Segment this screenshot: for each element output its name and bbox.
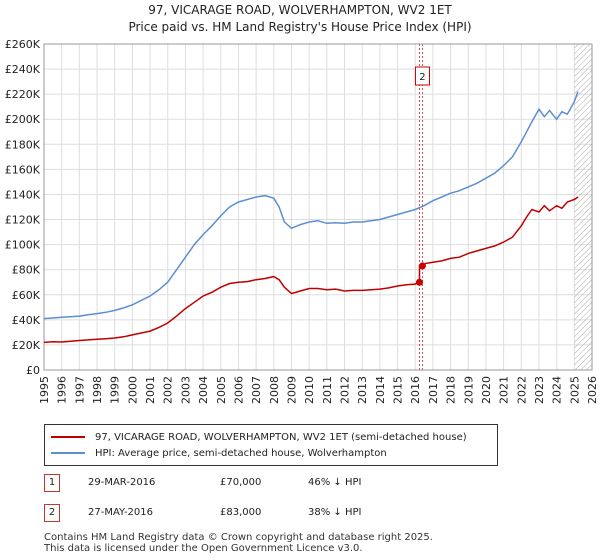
- sale-hpi-diff: 46% ↓ HPI: [308, 477, 362, 488]
- price-chart: 2 £0 £20K £40K £60K £80K £100K £120K £140K £160K £…: [5, 38, 599, 404]
- legend-item-property: 97, VICARAGE ROAD, WOLVERHAMPTON, WV2 1E…: [51, 430, 467, 444]
- x-tick-label: 2006: [232, 376, 245, 404]
- y-tick-label: £200K: [5, 113, 41, 126]
- x-tick-label: 2018: [445, 376, 458, 404]
- x-tick-label: 2001: [144, 376, 157, 404]
- x-tick-label: 1997: [73, 376, 86, 404]
- plot-frame: [43, 43, 593, 371]
- property-price-line: [43, 196, 579, 344]
- y-tick-label: £240K: [5, 63, 41, 76]
- x-tick-label: 2015: [392, 376, 405, 404]
- x-tick-label: 2017: [427, 376, 440, 404]
- legend-property-label: 97, VICARAGE ROAD, WOLVERHAMPTON, WV2 1E…: [95, 431, 467, 443]
- chart-subtitle: Price paid vs. HM Land Registry's House …: [128, 20, 472, 34]
- sale-date: 27-MAY-2016: [88, 507, 154, 518]
- y-tick-label: £80K: [12, 264, 41, 277]
- sale-label-box: [414, 66, 430, 86]
- x-tick-label: 2003: [179, 376, 192, 404]
- x-tick-label: 2019: [462, 376, 475, 404]
- x-tick-label: 2012: [339, 376, 352, 404]
- x-tick-label: 2026: [586, 376, 599, 404]
- footer-copyright: Contains HM Land Registry data © Crown c…: [44, 532, 433, 543]
- x-tick-label: 1996: [56, 376, 69, 404]
- y-tick-label: £20K: [12, 339, 41, 352]
- x-tick-label: 2005: [215, 376, 228, 404]
- x-tick-label: 2004: [197, 376, 210, 404]
- y-tick-label: £260K: [5, 38, 41, 51]
- x-tick-label: 2008: [268, 376, 281, 404]
- x-tick-label: 1999: [109, 376, 122, 404]
- x-tick-label: 2009: [285, 376, 298, 404]
- y-tick-label: £40K: [12, 314, 41, 327]
- sale-price: £70,000: [220, 477, 262, 488]
- x-tick-label: 2021: [498, 376, 511, 404]
- x-tick-label: 2007: [250, 376, 263, 404]
- x-tick-label: 2024: [551, 376, 564, 404]
- x-tick-label: 2002: [162, 376, 175, 404]
- legend-hpi-swatch: [51, 452, 85, 454]
- y-tick-label: £220K: [5, 88, 41, 101]
- hpi-line: [43, 91, 579, 320]
- sale-point: [415, 278, 423, 286]
- y-tick-label: £100K: [5, 239, 41, 252]
- y-tick-label: £180K: [5, 138, 41, 151]
- y-tick-label: £0: [26, 364, 40, 377]
- sale-point: [418, 262, 426, 270]
- legend-item-hpi: HPI: Average price, semi-detached house,…: [51, 446, 387, 460]
- y-tick-label: £140K: [5, 188, 41, 201]
- sale-number-badge: 2: [44, 504, 60, 522]
- sale-price: £83,000: [220, 507, 262, 518]
- y-tick-label: £60K: [12, 289, 41, 302]
- x-tick-label: 2025: [568, 376, 581, 404]
- y-tick-label: £160K: [5, 163, 41, 176]
- x-tick-label: 1995: [38, 376, 51, 404]
- x-tick-label: 2011: [321, 376, 334, 404]
- footer-licence: This data is licensed under the Open Gov…: [44, 543, 363, 554]
- x-tick-label: 2022: [515, 376, 528, 404]
- chart-title: 97, VICARAGE ROAD, WOLVERHAMPTON, WV2 1E…: [148, 3, 452, 17]
- sale-number-badge: 1: [44, 474, 60, 492]
- x-tick-label: 2010: [303, 376, 316, 404]
- x-tick-label: 1998: [91, 376, 104, 404]
- legend-hpi-label: HPI: Average price, semi-detached house,…: [95, 447, 387, 459]
- x-tick-label: 2000: [126, 376, 139, 404]
- legend-property-swatch: [51, 436, 85, 438]
- future-hatch-region: [574, 44, 592, 370]
- x-tick-label: 2014: [374, 376, 387, 404]
- x-tick-label: 2016: [409, 376, 422, 404]
- x-tick-label: 2013: [356, 376, 369, 404]
- sale-hpi-diff: 38% ↓ HPI: [308, 507, 362, 518]
- x-tick-label: 2023: [533, 376, 546, 404]
- sale-date: 29-MAR-2016: [88, 477, 156, 488]
- y-tick-label: £120K: [5, 214, 41, 227]
- legend: 97, VICARAGE ROAD, WOLVERHAMPTON, WV2 1E…: [44, 424, 498, 466]
- x-tick-label: 2020: [480, 376, 493, 404]
- sale-label-text: 2: [419, 72, 425, 83]
